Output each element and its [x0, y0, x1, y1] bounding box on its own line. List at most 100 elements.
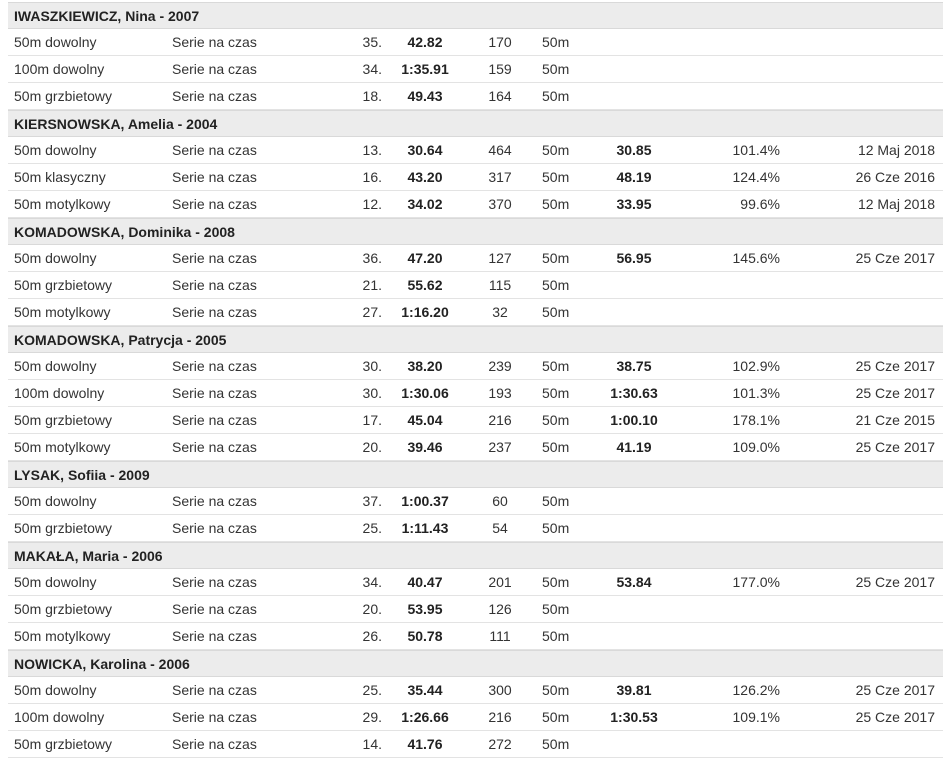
results-table: IWASZKIEWICZ, Nina - 2007 50m dowolny Seri…: [8, 2, 943, 758]
pb-date: 25 Cze 2017: [855, 574, 935, 590]
round-type: Serie na czas: [172, 142, 257, 158]
fina-points: 126: [488, 601, 512, 617]
event-name: 50m grzbietowy: [14, 736, 113, 752]
personal-best-time: 38.75: [616, 358, 652, 374]
event-name: 50m dowolny: [14, 682, 97, 698]
result-row: 50m grzbietowy Serie na czas 14. 41.76 272 50…: [8, 731, 943, 758]
place: 13.: [362, 142, 382, 158]
pool-length: 50m: [542, 250, 570, 266]
fina-points: 201: [488, 574, 512, 590]
place: 29.: [362, 709, 382, 725]
pool-length: 50m: [542, 493, 570, 509]
pool-length: 50m: [542, 736, 570, 752]
place: 27.: [362, 304, 382, 320]
result-row: 50m dowolny Serie na czas 30. 38.20 239 50m 38…: [8, 353, 943, 380]
place: 25.: [362, 520, 382, 536]
event-name: 50m motylkowy: [14, 628, 111, 644]
fina-points: 464: [488, 142, 512, 158]
result-row: 50m grzbietowy Serie na czas 18. 49.43 164 50…: [8, 83, 943, 110]
result-row: 50m dowolny Serie na czas 35. 42.82 170 50m: [8, 29, 943, 56]
place: 20.: [362, 439, 382, 455]
round-type: Serie na czas: [172, 169, 257, 185]
result-row: 50m dowolny Serie na czas 37. 1:00.37 60 50m: [8, 488, 943, 515]
fina-points: 239: [488, 358, 512, 374]
pb-percentage: 101.4%: [732, 142, 780, 158]
pool-length: 50m: [542, 61, 570, 77]
pool-length: 50m: [542, 682, 570, 698]
fina-points: 111: [489, 628, 511, 644]
pb-percentage: 145.6%: [732, 250, 780, 266]
event-name: 50m dowolny: [14, 493, 97, 509]
pool-length: 50m: [542, 34, 570, 50]
athlete-header: KOMADOWSKA, Dominika - 2008: [8, 218, 943, 245]
fina-points: 54: [492, 520, 508, 536]
round-type: Serie na czas: [172, 61, 257, 77]
pb-date: 21 Cze 2015: [855, 412, 935, 428]
result-row: 50m grzbietowy Serie na czas 25. 1:11.43 54 5…: [8, 515, 943, 542]
result-row: 50m klasyczny Serie na czas 16. 43.20 317 50m…: [8, 164, 943, 191]
personal-best-time: 1:30.63: [610, 385, 658, 401]
personal-best-time: 1:00.10: [610, 412, 658, 428]
result-time: 39.46: [407, 439, 443, 455]
pb-percentage: 109.0%: [732, 439, 780, 455]
event-name: 100m dowolny: [14, 709, 105, 725]
athlete-header: MAKAŁA, Maria - 2006: [8, 542, 943, 569]
event-name: 50m motylkowy: [14, 196, 111, 212]
pb-percentage: 102.9%: [732, 358, 780, 374]
round-type: Serie na czas: [172, 628, 257, 644]
event-name: 50m dowolny: [14, 574, 97, 590]
result-row: 50m motylkowy Serie na czas 27. 1:16.20 32 50…: [8, 299, 943, 326]
round-type: Serie na czas: [172, 493, 257, 509]
pool-length: 50m: [542, 601, 570, 617]
pool-length: 50m: [542, 196, 570, 212]
result-row: 50m dowolny Serie na czas 25. 35.44 300 50m 39…: [8, 677, 943, 704]
place: 20.: [362, 601, 382, 617]
fina-points: 317: [488, 169, 512, 185]
personal-best-time: 41.19: [616, 439, 652, 455]
event-name: 50m dowolny: [14, 142, 97, 158]
result-time: 41.76: [407, 736, 443, 752]
round-type: Serie na czas: [172, 196, 257, 212]
place: 30.: [362, 385, 382, 401]
pb-percentage: 109.1%: [732, 709, 780, 725]
place: 18.: [362, 88, 382, 104]
result-time: 50.78: [407, 628, 443, 644]
pool-length: 50m: [542, 358, 570, 374]
result-time: 45.04: [407, 412, 443, 428]
personal-best-time: 1:30.53: [610, 709, 658, 725]
place: 12.: [362, 196, 382, 212]
result-time: 35.44: [407, 682, 443, 698]
fina-points: 127: [488, 250, 512, 266]
place: 34.: [362, 574, 382, 590]
fina-points: 216: [488, 412, 512, 428]
round-type: Serie na czas: [172, 250, 257, 266]
fina-points: 164: [488, 88, 512, 104]
pb-date: 25 Cze 2017: [855, 358, 935, 374]
personal-best-time: 39.81: [616, 682, 652, 698]
result-time: 47.20: [407, 250, 443, 266]
result-time: 1:16.20: [401, 304, 449, 320]
pb-percentage: 124.4%: [732, 169, 780, 185]
fina-points: 370: [488, 196, 512, 212]
result-row: 50m motylkowy Serie na czas 20. 39.46 237 50m…: [8, 434, 943, 461]
fina-points: 159: [488, 61, 512, 77]
result-time: 42.82: [407, 34, 443, 50]
personal-best-time: 53.84: [616, 574, 652, 590]
pool-length: 50m: [542, 169, 570, 185]
result-time: 40.47: [407, 574, 443, 590]
round-type: Serie na czas: [172, 88, 257, 104]
event-name: 50m dowolny: [14, 34, 97, 50]
event-name: 100m dowolny: [14, 61, 105, 77]
round-type: Serie na czas: [172, 34, 257, 50]
pb-percentage: 126.2%: [732, 682, 780, 698]
place: 30.: [362, 358, 382, 374]
result-time: 1:11.43: [401, 520, 449, 536]
place: 26.: [362, 628, 382, 644]
result-time: 38.20: [407, 358, 443, 374]
fina-points: 60: [492, 493, 508, 509]
round-type: Serie na czas: [172, 304, 257, 320]
fina-points: 193: [488, 385, 512, 401]
round-type: Serie na czas: [172, 520, 257, 536]
result-row: 100m dowolny Serie na czas 34. 1:35.91 159 50…: [8, 56, 943, 83]
result-row: 100m dowolny Serie na czas 29. 1:26.66 216 50…: [8, 704, 943, 731]
